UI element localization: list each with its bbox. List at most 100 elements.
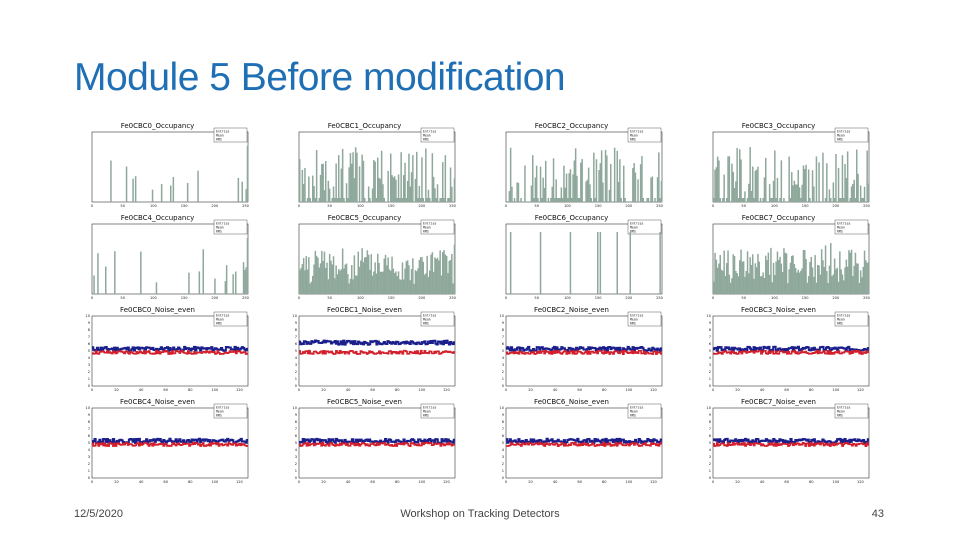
occupancy-bar — [323, 190, 326, 202]
occupancy-bar — [416, 151, 418, 202]
x-tick-label: 250 — [449, 296, 457, 300]
occupancy-bar — [619, 159, 621, 202]
x-tick-label: 0 — [91, 204, 94, 208]
x-tick-label: 0 — [505, 388, 508, 392]
occupancy-bar — [740, 249, 742, 294]
occupancy-bar — [399, 279, 401, 294]
x-tick-label: 0 — [91, 480, 94, 484]
occupancy-bar — [641, 156, 643, 202]
occupancy-bar — [315, 255, 318, 294]
plot-title: Fe0CBC5_Noise_even — [327, 398, 402, 406]
x-tick-label: 40 — [553, 480, 558, 484]
x-tick-label: 0 — [712, 388, 715, 392]
occupancy-bar — [846, 151, 849, 202]
occupancy-bar — [422, 261, 424, 294]
occupancy-bar — [339, 270, 341, 294]
y-tick-label: 2 — [709, 462, 711, 466]
occupancy-bar — [314, 250, 317, 294]
occupancy-bar — [434, 257, 436, 294]
occupancy-bar — [775, 261, 777, 294]
occupancy-bar — [341, 248, 344, 294]
occupancy-bar — [793, 180, 796, 202]
occupancy-bar — [810, 256, 812, 294]
occupancy-bar — [571, 198, 573, 202]
occupancy-bar — [431, 153, 434, 202]
occupancy-bar — [383, 258, 385, 294]
occupancy-bar — [319, 174, 322, 202]
occupancy-bar — [823, 266, 825, 294]
occupancy-bar — [302, 183, 305, 202]
y-tick-label: 6 — [502, 342, 505, 346]
occupancy-bar — [714, 169, 716, 202]
y-tick-label: 8 — [502, 328, 505, 332]
occupancy-bar — [335, 265, 337, 294]
y-tick-label: 10 — [85, 314, 90, 318]
occupancy-bar — [602, 182, 604, 202]
occupancy-bar — [511, 186, 513, 202]
occupancy-bar — [610, 163, 612, 202]
occupancy-bar — [539, 166, 542, 202]
x-tick-label: 40 — [760, 388, 765, 392]
occupancy-bar — [830, 242, 832, 294]
occupancy-bar — [151, 189, 154, 202]
plot-title: Fe0CBC2_Noise_even — [534, 306, 609, 314]
occupancy-bar — [832, 182, 835, 202]
y-tick-label: 9 — [502, 413, 505, 417]
plot-frame — [505, 223, 663, 295]
occupancy-bar — [436, 257, 439, 294]
x-tick-label: 20 — [735, 388, 740, 392]
stats-label: Mean — [423, 226, 431, 230]
histogram-panel: Fe0CBC2_Noise_even Entries Mean RMS 0 1 2 3 4 5 6 7… — [494, 304, 669, 394]
occupancy-bar — [824, 245, 827, 294]
occupancy-bar — [365, 257, 367, 294]
x-tick-label: 40 — [139, 388, 144, 392]
x-tick-label: 200 — [418, 296, 426, 300]
occupancy-bar — [759, 276, 762, 294]
occupancy-bar — [384, 254, 387, 294]
x-tick-label: 80 — [188, 388, 193, 392]
occupancy-bar — [866, 150, 868, 202]
occupancy-bar — [429, 270, 431, 294]
y-tick-label: 7 — [502, 335, 504, 339]
occupancy-bar — [343, 268, 345, 294]
stats-label: RMS — [423, 322, 429, 326]
stats-label: RMS — [630, 138, 636, 142]
occupancy-bar — [861, 277, 863, 294]
y-tick-label: 6 — [502, 434, 505, 438]
occupancy-bars — [93, 238, 249, 294]
occupancy-bar — [827, 283, 829, 294]
occupancy-bar — [335, 163, 337, 202]
occupancy-bar — [451, 186, 453, 202]
y-tick-label: 3 — [295, 363, 297, 367]
occupancy-bar — [345, 263, 348, 294]
y-tick-label: 2 — [88, 462, 90, 466]
occupancy-bar — [859, 270, 862, 294]
stats-label: Entries — [423, 222, 437, 226]
occupancy-bar — [314, 198, 317, 202]
occupancy-bar — [378, 263, 380, 294]
y-tick-label: 9 — [295, 413, 298, 417]
occupancy-bar — [802, 250, 805, 294]
occupancy-bar — [351, 163, 353, 202]
x-tick-label: 40 — [553, 388, 558, 392]
occupancy-bar — [651, 176, 654, 202]
occupancy-bar — [357, 251, 359, 294]
stats-label: Mean — [216, 226, 224, 230]
occupancy-bar — [299, 270, 301, 294]
occupancy-bar — [576, 175, 578, 202]
occupancy-bar — [776, 251, 779, 294]
occupancy-bar — [445, 255, 448, 294]
occupancy-bars — [508, 147, 663, 202]
occupancy-bar — [726, 198, 728, 202]
occupancy-bar — [401, 262, 404, 294]
occupancy-bar — [659, 232, 661, 294]
occupancy-bar — [863, 250, 866, 294]
noise-series-red — [713, 441, 869, 447]
noise-series-red — [299, 441, 455, 447]
occupancy-bar — [755, 267, 758, 294]
stats-label: RMS — [216, 230, 222, 234]
occupancy-bar — [419, 198, 422, 202]
